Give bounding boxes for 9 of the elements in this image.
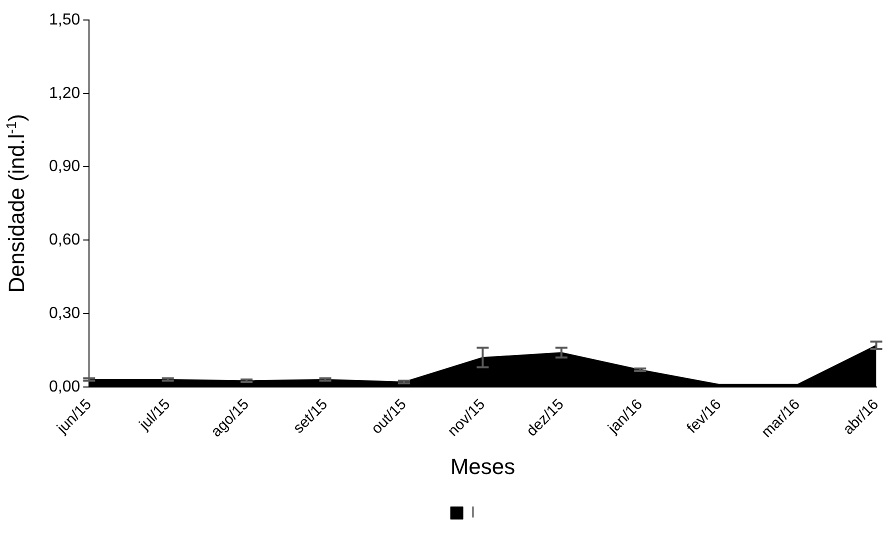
y-tick-label: 0,00 <box>49 378 80 396</box>
y-tick-label: 0,30 <box>49 304 80 322</box>
y-tick-label: 1,50 <box>49 11 80 28</box>
y-tick-label: 0,90 <box>49 158 80 176</box>
y-axis-title: Densidade (ind.l-1) <box>3 114 29 293</box>
x-axis-title: Meses <box>450 454 516 479</box>
y-tick-label: 1,20 <box>49 84 80 102</box>
y-tick-label: 0,60 <box>49 232 80 249</box>
legend-label: I <box>470 504 476 522</box>
